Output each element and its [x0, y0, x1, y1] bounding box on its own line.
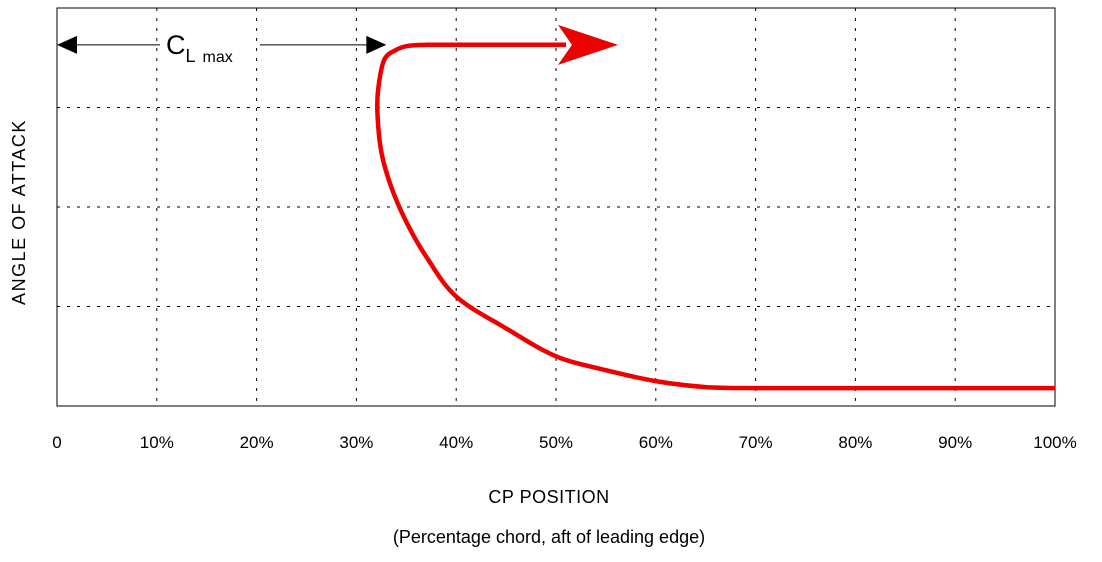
y-axis-label: ANGLE OF ATTACK [9, 119, 29, 305]
x-tick-labels: 0 10% 20% 30% 40% 50% 60% 70% 80% 90% 100% [52, 433, 1076, 452]
cl-max-label-subscript-max: max [203, 49, 233, 66]
x-tick-label: 50% [539, 433, 573, 452]
cl-max-label-subscript: L [186, 46, 196, 66]
x-axis-label: CP POSITION [488, 487, 609, 507]
annotation-layer: CL max [57, 30, 387, 66]
x-tick-label: 90% [938, 433, 972, 452]
cl-max-arrowhead-left [57, 35, 77, 54]
x-tick-label: 10% [140, 433, 174, 452]
cl-max-label-main: C [166, 30, 186, 60]
x-tick-label: 60% [639, 433, 673, 452]
x-tick-label: 0 [52, 433, 61, 452]
grid-layer [57, 8, 1055, 406]
x-tick-label: 70% [739, 433, 773, 452]
cl-max-arrowhead-right [366, 35, 387, 54]
series-arrowhead [557, 24, 618, 65]
x-tick-label: 40% [439, 433, 473, 452]
series-layer [374, 24, 1055, 391]
x-axis-label-note: (Percentage chord, aft of leading edge) [393, 527, 705, 547]
x-tick-label: 100% [1033, 433, 1076, 452]
cl-max-label: CL max [166, 30, 233, 66]
x-tick-label: 80% [838, 433, 872, 452]
x-tick-label: 20% [240, 433, 274, 452]
series-line [374, 42, 1055, 391]
x-tick-label: 30% [339, 433, 373, 452]
plot-frame [56, 7, 1056, 407]
